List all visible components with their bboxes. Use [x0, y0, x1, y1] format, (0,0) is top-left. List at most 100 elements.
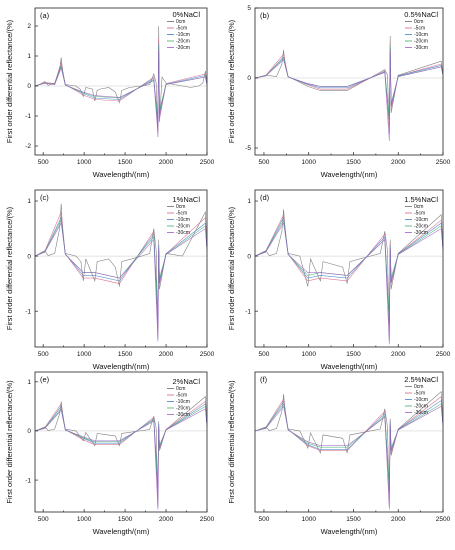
y-tick-label: 2	[27, 23, 31, 30]
series-group	[255, 390, 443, 510]
y-tick-label: 1	[27, 198, 31, 205]
x-tick-label: 1500	[346, 516, 361, 523]
legend-entry: -30cm	[414, 230, 428, 236]
x-tick-label: 500	[38, 516, 49, 523]
x-tick-label: 500	[259, 516, 270, 523]
series-group	[35, 395, 207, 510]
x-tick-label: 500	[259, 159, 270, 166]
chart-panel-b: 500 1000 1500 2000 2500 -5 0 5 (b) 0.5%NaCl0cm-5c…	[227, 5, 451, 179]
x-tick-label: 2000	[159, 159, 174, 166]
y-tick-label: 1	[247, 198, 251, 205]
series-line-minus10cm	[255, 47, 443, 121]
series-line-minus30cm	[35, 222, 207, 342]
y-axis-label: First order differential reflectance/(%)	[227, 19, 236, 143]
x-tick-label: 2500	[436, 516, 451, 523]
y-axis-label: First order differential reflectance/(%)	[5, 206, 14, 330]
y-tick-label: 1	[27, 379, 31, 386]
legend-entry: -10cm	[414, 397, 428, 403]
legend-entry: -20cm	[414, 39, 428, 45]
x-axis-label: Wavelength/(nm)	[93, 170, 150, 179]
series-line-0cm	[255, 35, 443, 135]
y-tick-label: 0	[247, 75, 251, 82]
y-axis-label: First order differential reflectance/(%)	[5, 380, 14, 504]
x-tick-label: 1000	[301, 351, 316, 358]
x-tick-label: 1500	[346, 159, 361, 166]
series-line-minus30cm	[255, 222, 443, 345]
series-line-0cm	[35, 395, 207, 508]
x-tick-label: 1500	[118, 159, 133, 166]
x-tick-label: 2000	[391, 351, 406, 358]
series-line-0cm	[255, 390, 443, 508]
y-tick-label: 0	[27, 83, 31, 90]
y-axis-label: First order differential reflectance/(%)	[227, 206, 236, 330]
y-tick-label: -1	[25, 308, 31, 315]
legend-entry: 0cm	[414, 19, 423, 25]
legend-entry: -30cm	[176, 45, 190, 51]
legend-entry: -5cm	[176, 393, 187, 399]
x-tick-label: 2500	[436, 351, 451, 358]
panel-label: (a)	[40, 11, 50, 20]
x-tick-label: 1500	[118, 351, 133, 358]
panel-title: 1.5%NaCl	[404, 195, 438, 204]
x-axis-label: Wavelength/(nm)	[93, 362, 150, 371]
y-tick-label: 0	[27, 253, 31, 260]
series-line-minus30cm	[35, 408, 207, 510]
x-tick-label: 500	[259, 351, 270, 358]
x-axis-label: Wavelength/(nm)	[321, 170, 378, 179]
plot-frame	[34, 7, 208, 156]
series-group	[255, 209, 443, 345]
x-tick-label: 2500	[200, 351, 215, 358]
plot-frame	[254, 189, 444, 348]
y-tick-label: -2	[25, 143, 31, 150]
y-axis-label: First order differential reflectance/(%)	[227, 380, 236, 504]
series-group	[35, 25, 207, 138]
x-tick-label: 2000	[391, 516, 406, 523]
x-tick-label: 500	[38, 351, 49, 358]
legend-entry: -10cm	[414, 217, 428, 223]
series-group	[255, 35, 443, 142]
legend-entry: -30cm	[176, 230, 190, 236]
panel-label: (e)	[40, 375, 50, 384]
legend-entry: -20cm	[414, 224, 428, 230]
panel-label: (d)	[260, 193, 270, 202]
x-axis-label: Wavelength/(nm)	[321, 527, 378, 536]
series-line-minus30cm	[255, 49, 443, 142]
panel-title: 0%NaCl	[172, 10, 200, 19]
x-tick-label: 1500	[346, 351, 361, 358]
y-tick-label: -1	[25, 113, 31, 120]
panel-title: 2.5%NaCl	[404, 375, 438, 384]
plot-frame	[254, 7, 444, 156]
legend-entry: 0cm	[176, 204, 185, 210]
x-tick-label: 2500	[200, 159, 215, 166]
chart-panel-a: 500 1000 1500 2000 2500 -2 -1 0 1 2 (a) 0%NaCl0cm-5…	[5, 7, 215, 179]
legend-entry: 0cm	[176, 386, 185, 392]
x-tick-label: 2000	[159, 351, 174, 358]
chart-panel-c: 500 1000 1500 2000 2500-101 (c) 1%NaCl0cm-5cm-…	[5, 189, 215, 371]
legend-entry: -20cm	[176, 39, 190, 45]
x-tick-label: 2000	[159, 516, 174, 523]
panel-label: (f)	[260, 375, 268, 384]
y-tick-label: 1	[27, 53, 31, 60]
legend-entry: -5cm	[414, 26, 425, 32]
series-line-minus30cm	[35, 49, 207, 135]
y-tick-label: 0	[27, 428, 31, 435]
legend-entry: -5cm	[176, 26, 187, 32]
plot-frame	[254, 371, 444, 513]
x-tick-label: 2500	[436, 159, 451, 166]
x-tick-label: 2500	[200, 516, 215, 523]
panel-label: (b)	[260, 11, 270, 20]
legend-entry: 0cm	[176, 19, 185, 25]
y-tick-label: -1	[245, 308, 251, 315]
legend-entry: -30cm	[414, 410, 428, 416]
panel-title: 0.5%NaCl	[404, 10, 438, 19]
chart-panel-e: 500 1000 1500 2000 2500-101 (e) 2%NaCl0cm-5cm-…	[5, 371, 215, 536]
x-tick-label: 1000	[301, 159, 316, 166]
series-group	[35, 203, 207, 342]
x-tick-label: 2000	[391, 159, 406, 166]
chart-panel-f: 500 1000 1500 2000 2500 (f) 2.5%NaCl0cm-5cm-10…	[227, 371, 451, 536]
series-line-minus5cm	[255, 41, 443, 128]
legend-entry: -20cm	[414, 404, 428, 410]
legend-entry: 0cm	[414, 204, 423, 210]
legend-entry: -10cm	[176, 32, 190, 38]
legend-entry: -5cm	[414, 211, 425, 217]
